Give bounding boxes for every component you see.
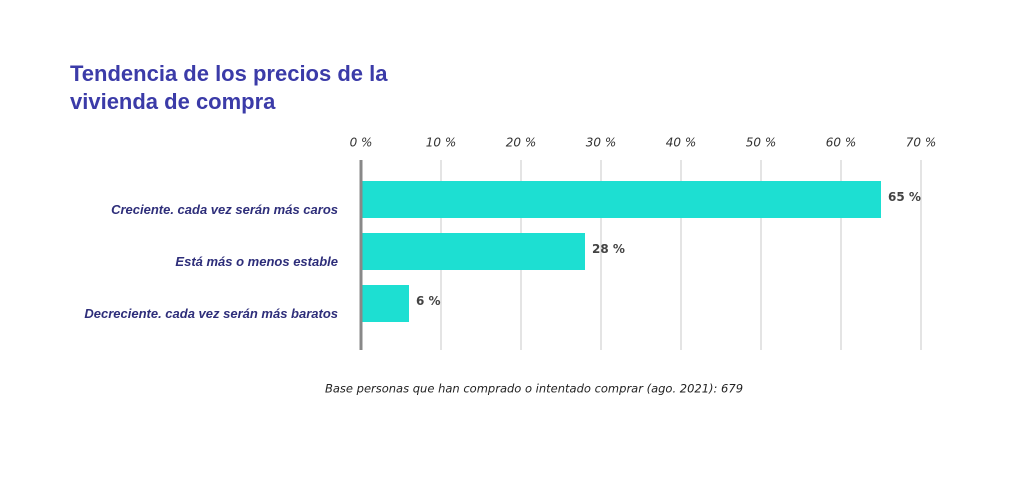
bar bbox=[362, 233, 585, 270]
x-tick-label: 30 % bbox=[586, 136, 617, 150]
category-label: Decreciente. cada vez serán más baratos bbox=[84, 306, 338, 321]
x-tick-label: 0 % bbox=[350, 136, 373, 150]
x-tick-label: 60 % bbox=[826, 136, 857, 150]
chart-title: Tendencia de los precios de la vivienda … bbox=[70, 61, 388, 114]
x-tick-label: 50 % bbox=[746, 136, 777, 150]
value-label: 28 % bbox=[592, 242, 625, 256]
x-tick-label: 70 % bbox=[906, 136, 937, 150]
x-tick-label: 40 % bbox=[666, 136, 697, 150]
bar bbox=[362, 181, 881, 218]
x-tick-label: 20 % bbox=[506, 136, 537, 150]
category-label: Creciente. cada vez serán más caros bbox=[111, 202, 338, 217]
bar bbox=[362, 285, 409, 322]
value-label: 65 % bbox=[888, 190, 921, 204]
x-tick-label: 10 % bbox=[426, 136, 457, 150]
value-label: 6 % bbox=[416, 294, 441, 308]
footnote: Base personas que han comprado o intenta… bbox=[325, 382, 743, 396]
category-label: Está más o menos estable bbox=[175, 254, 338, 269]
